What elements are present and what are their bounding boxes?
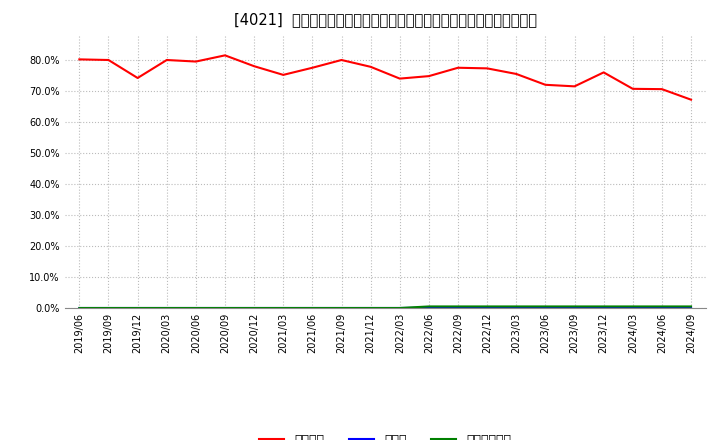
繰延税金資産: [75, 305, 84, 311]
のれん: [192, 305, 200, 311]
自己資本: [454, 65, 462, 70]
のれん: [541, 305, 550, 310]
自己資本: [541, 82, 550, 88]
繰延税金資産: [425, 304, 433, 309]
のれん: [570, 305, 579, 310]
のれん: [395, 305, 404, 311]
自己資本: [163, 57, 171, 62]
繰延税金資産: [657, 304, 666, 309]
自己資本: [220, 53, 229, 58]
自己資本: [104, 57, 113, 62]
自己資本: [395, 76, 404, 81]
自己資本: [687, 97, 696, 103]
のれん: [425, 305, 433, 310]
自己資本: [629, 86, 637, 92]
のれん: [163, 305, 171, 311]
繰延税金資産: [279, 305, 287, 311]
のれん: [250, 305, 258, 311]
自己資本: [279, 72, 287, 77]
自己資本: [657, 87, 666, 92]
のれん: [75, 305, 84, 311]
のれん: [599, 305, 608, 310]
繰延税金資産: [104, 305, 113, 311]
自己資本: [570, 84, 579, 89]
繰延税金資産: [454, 304, 462, 309]
のれん: [279, 305, 287, 311]
繰延税金資産: [512, 304, 521, 309]
自己資本: [599, 70, 608, 75]
自己資本: [308, 65, 317, 70]
繰延税金資産: [570, 304, 579, 309]
Legend: 自己資本, のれん, 繰延税金資産: 自己資本, のれん, 繰延税金資産: [254, 429, 516, 440]
繰延税金資産: [366, 305, 375, 311]
のれん: [133, 305, 142, 311]
Title: [4021]  自己資本、のれん、繰延税金資産の総資産に対する比率の推移: [4021] 自己資本、のれん、繰延税金資産の総資産に対する比率の推移: [234, 12, 536, 27]
自己資本: [192, 59, 200, 64]
Line: 繰延税金資産: 繰延税金資産: [79, 306, 691, 308]
自己資本: [483, 66, 492, 71]
自己資本: [425, 73, 433, 79]
繰延税金資産: [629, 304, 637, 309]
のれん: [366, 305, 375, 311]
繰延税金資産: [337, 305, 346, 311]
繰延税金資産: [192, 305, 200, 311]
のれん: [308, 305, 317, 311]
繰延税金資産: [483, 304, 492, 309]
繰延税金資産: [599, 304, 608, 309]
のれん: [104, 305, 113, 311]
のれん: [220, 305, 229, 311]
のれん: [657, 305, 666, 310]
のれん: [687, 305, 696, 310]
Line: 自己資本: 自己資本: [79, 55, 691, 100]
自己資本: [366, 64, 375, 70]
繰延税金資産: [133, 305, 142, 311]
のれん: [337, 305, 346, 311]
繰延税金資産: [308, 305, 317, 311]
のれん: [454, 305, 462, 310]
繰延税金資産: [687, 304, 696, 309]
繰延税金資産: [395, 305, 404, 311]
繰延税金資産: [541, 304, 550, 309]
自己資本: [512, 71, 521, 77]
のれん: [483, 305, 492, 310]
自己資本: [75, 57, 84, 62]
繰延税金資産: [250, 305, 258, 311]
繰延税金資産: [163, 305, 171, 311]
自己資本: [337, 57, 346, 62]
自己資本: [250, 63, 258, 69]
のれん: [512, 305, 521, 310]
のれん: [629, 305, 637, 310]
繰延税金資産: [220, 305, 229, 311]
自己資本: [133, 75, 142, 81]
